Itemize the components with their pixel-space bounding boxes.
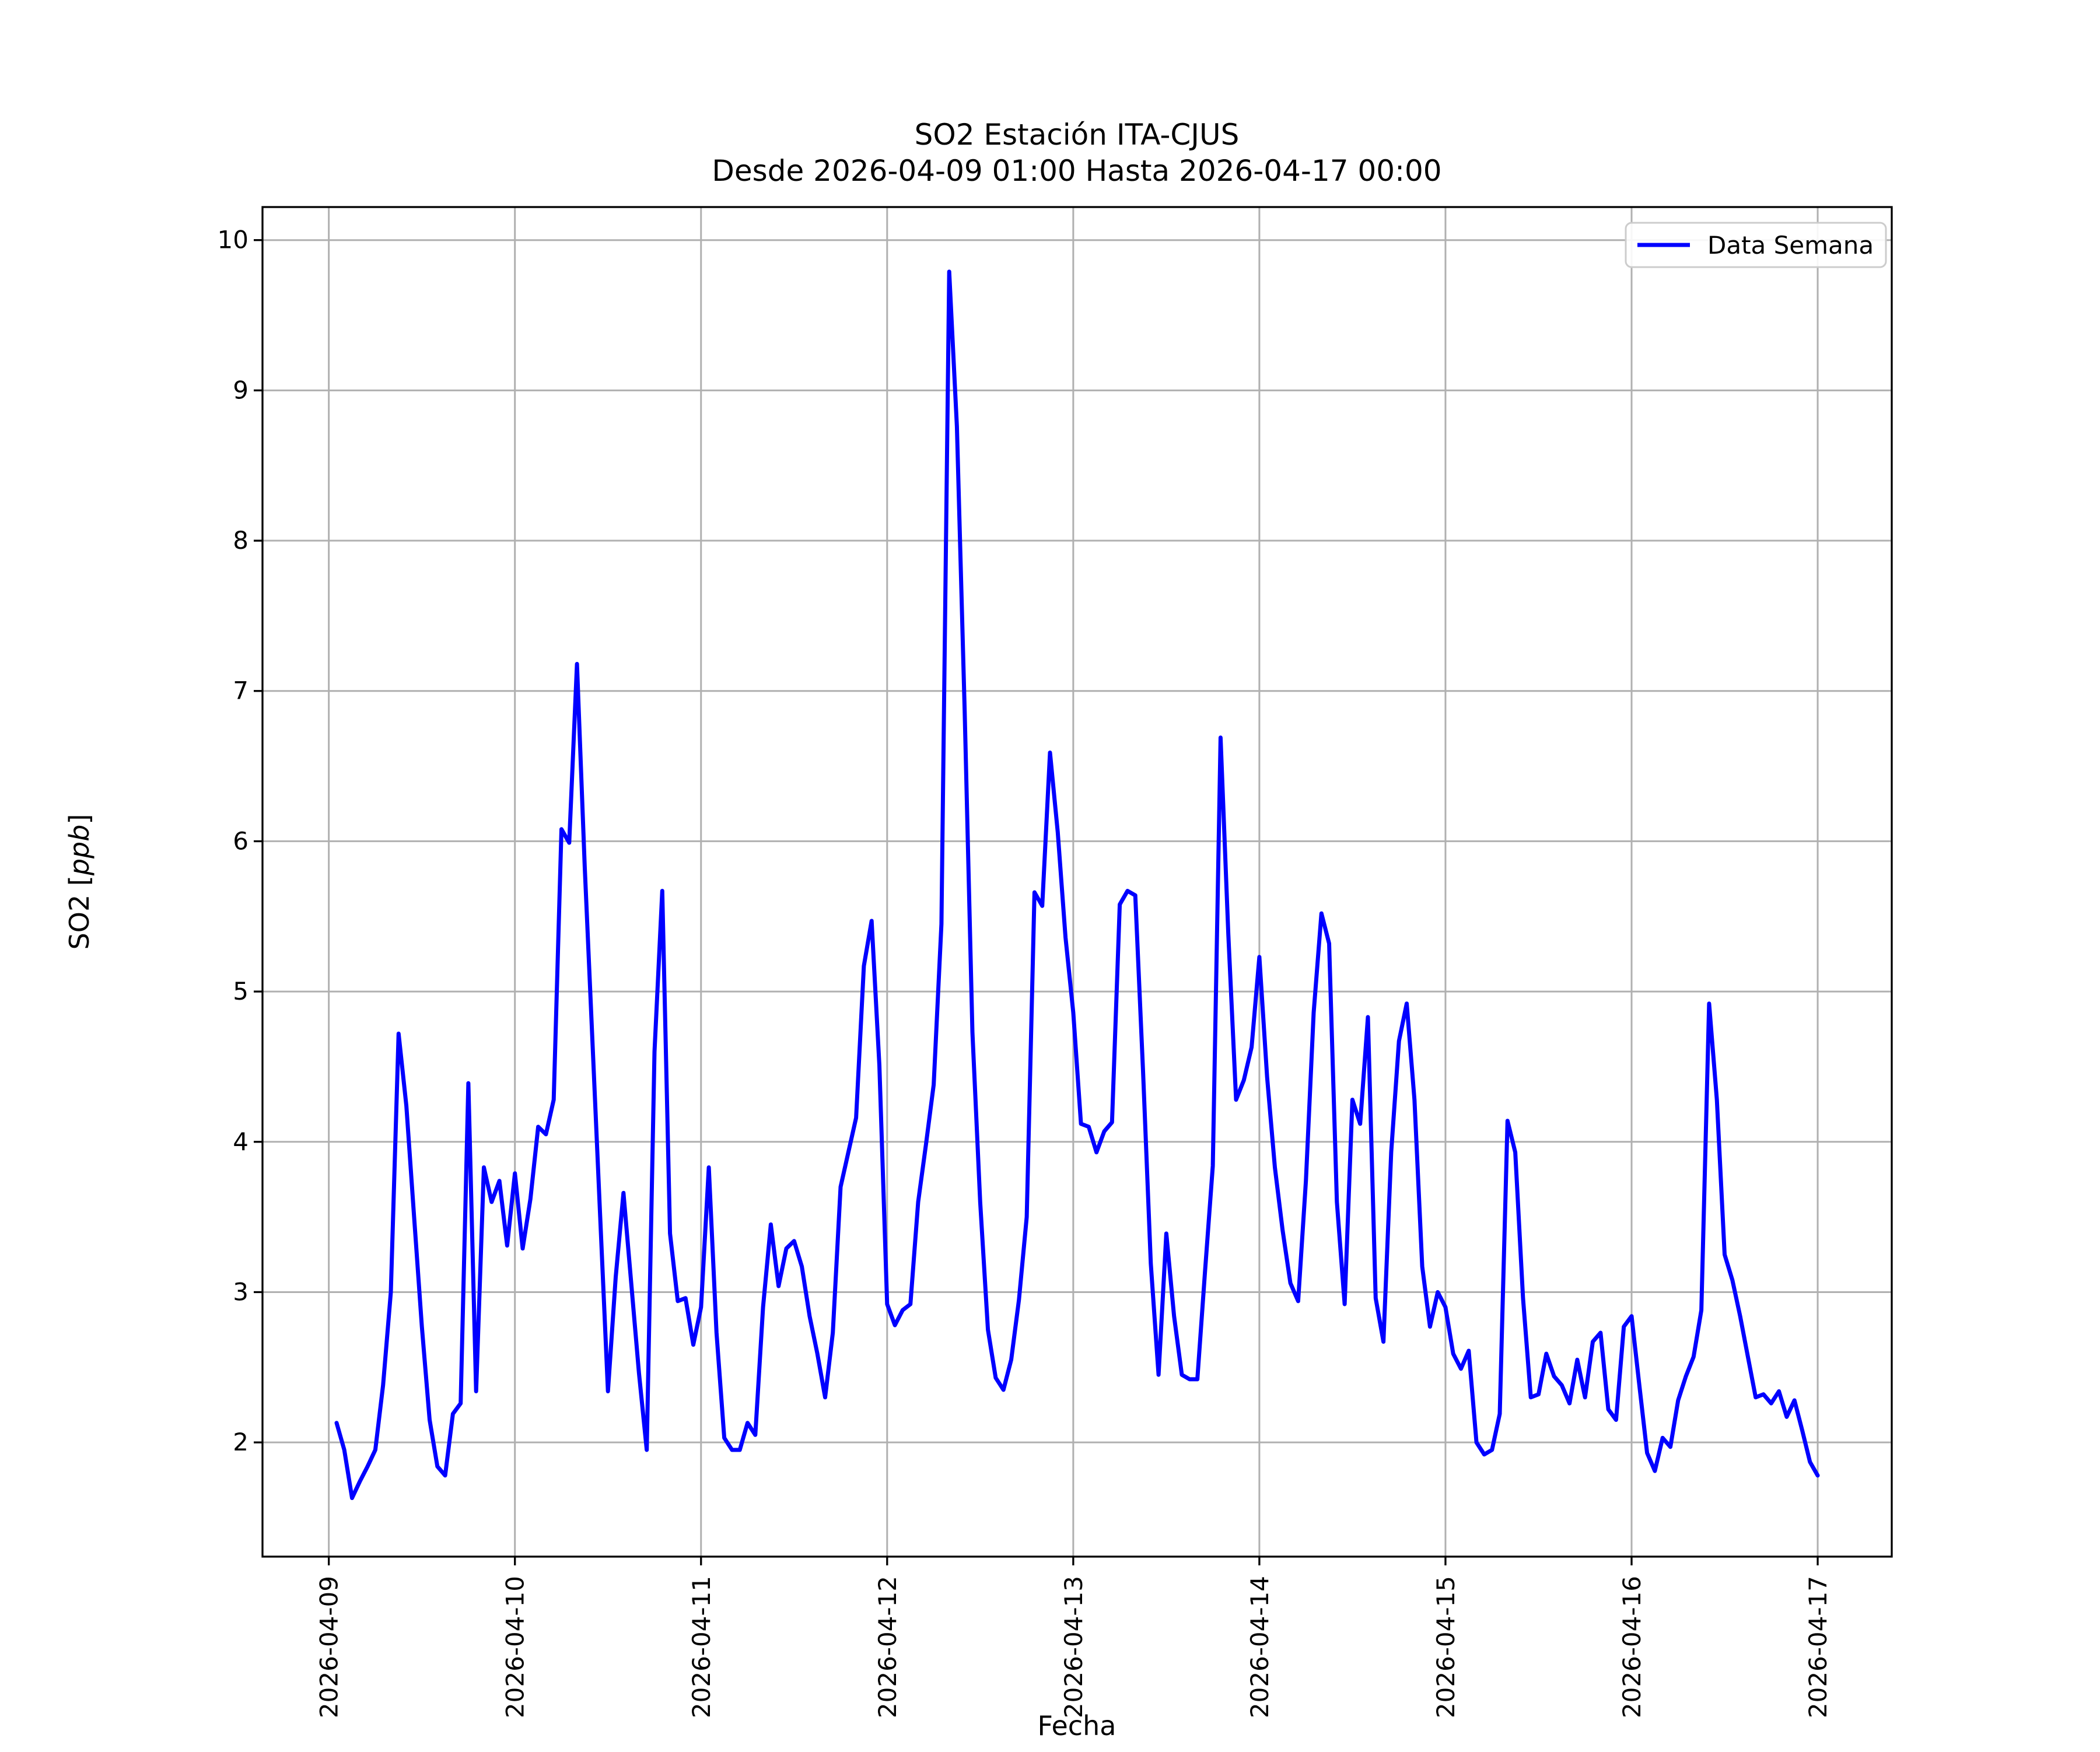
y-tick-label-10: 10 (218, 226, 249, 254)
data-series-layer (334, 269, 1820, 1500)
gridlines (262, 207, 1892, 1557)
x-tick-label-2026-04-13: 2026-04-13 (1059, 1576, 1088, 1718)
legend: Data Semana (1625, 222, 1887, 268)
y-tick-label-2: 2 (233, 1428, 249, 1456)
chart-title: SO2 Estación ITA-CJUS (915, 118, 1240, 152)
x-tick-label-2026-04-11: 2026-04-11 (687, 1576, 716, 1718)
y-tick-label-6: 6 (233, 826, 249, 855)
legend-label: Data Semana (1707, 231, 1874, 260)
x-tick-label-2026-04-15: 2026-04-15 (1432, 1576, 1460, 1718)
x-tick-label-2026-04-16: 2026-04-16 (1618, 1576, 1646, 1718)
legend-box (1625, 222, 1887, 268)
plot-frame (261, 206, 1893, 1558)
y-axis-label-units: ppb (64, 825, 95, 877)
data-series-line (334, 269, 1820, 1500)
y-axis-label-suffix: ] (64, 814, 95, 825)
x-axis-label: Fecha (1038, 1710, 1116, 1742)
axis-ticks (254, 239, 1819, 1565)
y-tick-label-7: 7 (233, 677, 249, 705)
y-tick-label-5: 5 (233, 977, 249, 1005)
y-tick-label-4: 4 (233, 1127, 249, 1156)
x-tick-label-2026-04-09: 2026-04-09 (315, 1576, 344, 1718)
x-tick-label-2026-04-17: 2026-04-17 (1804, 1576, 1832, 1718)
x-tick-label-2026-04-14: 2026-04-14 (1245, 1576, 1274, 1718)
y-tick-label-3: 3 (233, 1277, 249, 1306)
chart-subtitle: Desde 2026-04-09 01:00 Hasta 2026-04-17 … (712, 154, 1441, 188)
x-tick-label-2026-04-12: 2026-04-12 (873, 1576, 902, 1718)
y-axis-label-prefix: SO2 [ (64, 875, 95, 949)
y-tick-label-8: 8 (233, 526, 249, 555)
y-tick-label-9: 9 (233, 376, 249, 404)
axis-tick-labels: 2 3 4 5 6 7 8 9 10 2026-04-09 2026-04-10 2026-04-11… (218, 226, 1832, 1718)
y-axis-label: SO2 [ppb] (64, 814, 95, 950)
x-tick-label-2026-04-10: 2026-04-10 (501, 1576, 530, 1718)
